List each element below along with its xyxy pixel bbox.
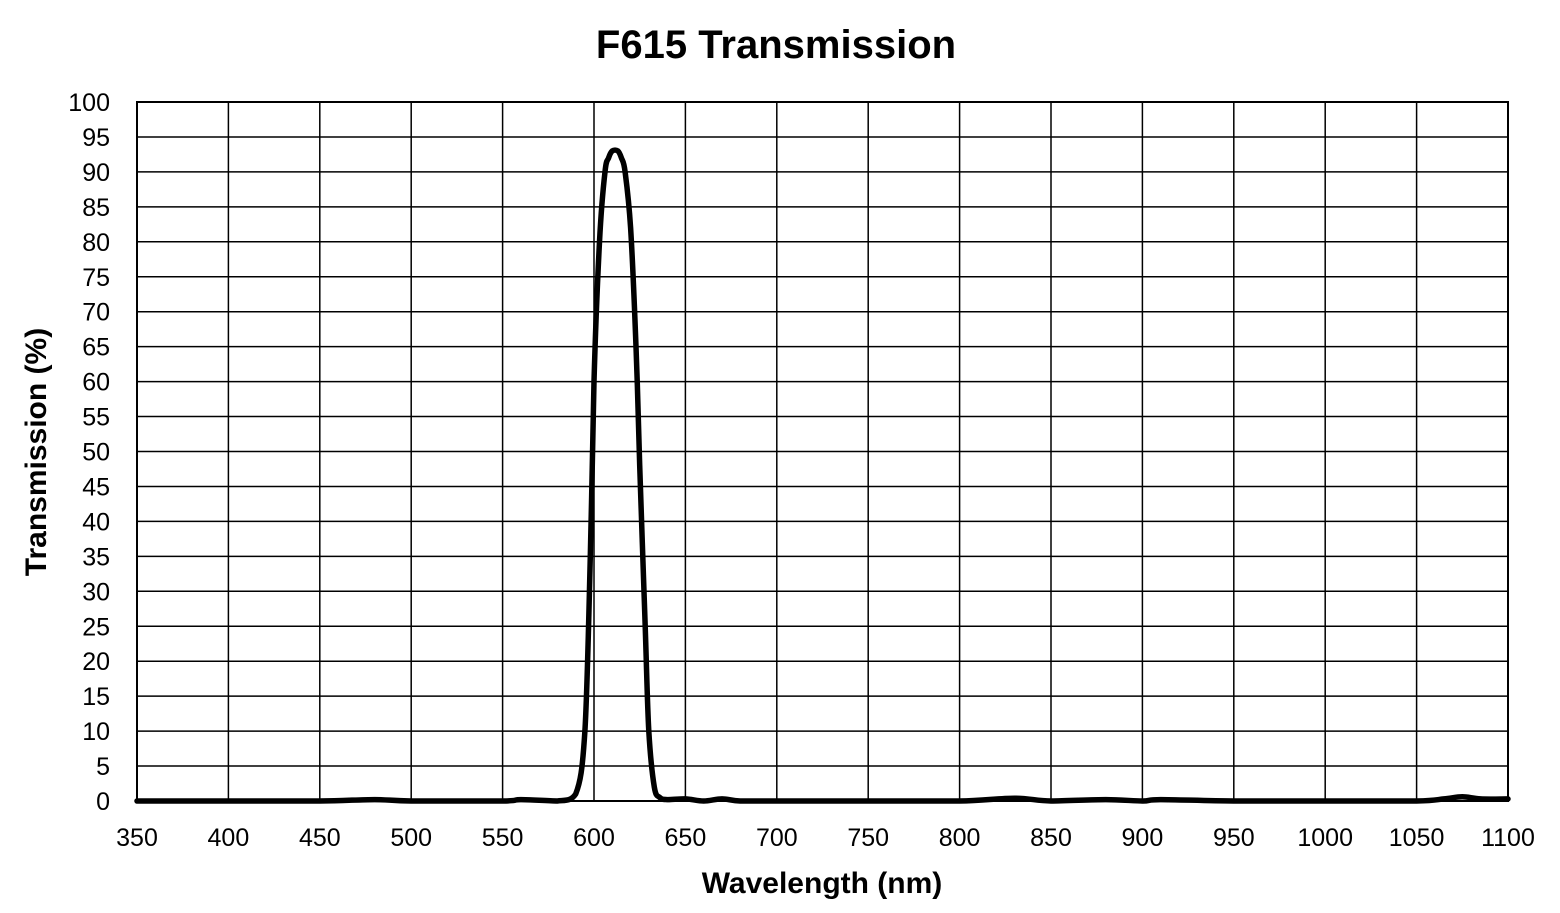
x-tick-label: 400 (208, 824, 250, 852)
y-tick-label: 85 (82, 194, 110, 222)
y-tick-label: 5 (96, 753, 110, 781)
x-tick-label: 900 (1122, 824, 1164, 852)
y-tick-label: 55 (82, 404, 110, 432)
x-tick-label: 550 (482, 824, 524, 852)
x-tick-label: 800 (939, 824, 981, 852)
y-tick-label: 15 (82, 683, 110, 711)
y-tick-label: 45 (82, 473, 110, 501)
y-tick-label: 25 (82, 613, 110, 641)
x-tick-label: 700 (756, 824, 798, 852)
plot-frame (136, 101, 1509, 802)
x-tick-label: 600 (573, 824, 615, 852)
y-tick-label: 95 (82, 124, 110, 152)
x-tick-label: 650 (665, 824, 707, 852)
x-tick-label: 950 (1213, 824, 1255, 852)
y-tick-label: 30 (82, 578, 110, 606)
y-axis-label: Transmission (%) (20, 328, 53, 576)
y-tick-label: 75 (82, 264, 110, 292)
y-tick-label: 65 (82, 334, 110, 362)
x-tick-label: 1000 (1297, 824, 1353, 852)
y-tick-label: 0 (96, 788, 110, 816)
y-tick-label: 60 (82, 369, 110, 397)
y-tick-label: 20 (82, 648, 110, 676)
x-tick-label: 450 (299, 824, 341, 852)
x-tick-label: 850 (1030, 824, 1072, 852)
x-tick-label: 1100 (1481, 824, 1535, 852)
y-tick-label: 90 (82, 159, 110, 187)
y-tick-label: 40 (82, 508, 110, 536)
grid (136, 101, 1509, 802)
y-tick-label: 50 (82, 439, 110, 467)
x-tick-labels: 350 400 450 500 550 600 650 700 750 800 850 900 950 1… (116, 824, 1535, 852)
x-tick-label: 500 (390, 824, 432, 852)
y-tick-label: 80 (82, 229, 110, 257)
x-tick-label: 350 (116, 824, 158, 852)
y-tick-labels: 0 5 10 15 20 25 30 35 40 45 50 55 60 65 70 75 80 85 90 95 10… (68, 89, 110, 816)
series-line-0 (134, 147, 1511, 804)
y-tick-label: 10 (82, 718, 110, 746)
x-tick-label: 750 (847, 824, 889, 852)
x-tick-label: 1050 (1389, 824, 1445, 852)
series-group (134, 147, 1511, 804)
y-tick-label: 100 (68, 89, 110, 117)
y-tick-label: 35 (82, 543, 110, 571)
y-tick-label: 70 (82, 299, 110, 327)
chart-title: F615 Transmission (596, 23, 956, 67)
x-axis-label: Wavelength (nm) (702, 867, 943, 900)
